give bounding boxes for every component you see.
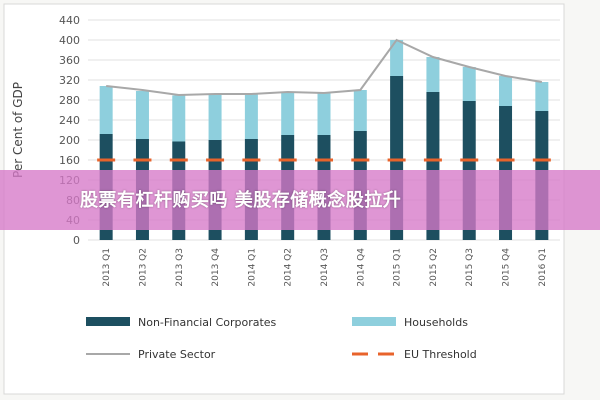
y-tick-label: 280 — [59, 94, 80, 107]
x-tick-label: 2013 Q2 — [138, 248, 148, 287]
legend-label: Households — [404, 316, 468, 329]
x-tick-label: 2014 Q1 — [247, 248, 257, 287]
legend-swatch — [352, 317, 396, 326]
legend-swatch — [86, 317, 130, 326]
y-tick-label: 160 — [59, 154, 80, 167]
bar-households — [244, 94, 258, 139]
bar-households — [499, 76, 513, 106]
legend: Non-Financial Corporates Households Privat… — [86, 316, 477, 361]
bars — [99, 40, 549, 240]
bar-households — [390, 40, 404, 76]
y-tick-label: 240 — [59, 114, 80, 127]
x-tick-label: 2013 Q3 — [175, 248, 185, 287]
bar-households — [281, 92, 295, 135]
x-tick-label: 2014 Q4 — [356, 248, 366, 287]
y-tick-label: 360 — [59, 54, 80, 67]
legend-label: Non-Financial Corporates — [138, 316, 277, 329]
x-axis-ticks: 2013 Q1 2013 Q2 2013 Q3 2013 Q4 2014 Q1 2014 … — [102, 248, 548, 287]
bar-households — [208, 94, 222, 140]
overlay-banner: 股票有杠杆购买吗 美股存储概念股拉升 — [0, 170, 600, 230]
x-tick-label: 2013 Q1 — [102, 248, 112, 287]
bar-households — [353, 90, 367, 131]
bar-households — [535, 82, 549, 111]
bar-households — [426, 57, 440, 92]
bar-households — [135, 91, 149, 139]
y-tick-label: 320 — [59, 74, 80, 87]
x-tick-label: 2015 Q1 — [393, 248, 403, 287]
bar-households — [317, 93, 331, 135]
y-axis-label: Per Cent of GDP — [11, 82, 25, 178]
x-tick-label: 2014 Q2 — [284, 248, 294, 287]
x-tick-label: 2013 Q4 — [211, 248, 221, 287]
y-tick-label: 200 — [59, 134, 80, 147]
private-sector-line — [106, 38, 543, 97]
series-lines — [97, 38, 551, 162]
bar-households — [172, 95, 186, 142]
y-tick-label: 0 — [73, 234, 80, 247]
y-tick-label: 400 — [59, 34, 80, 47]
x-tick-label: 2015 Q4 — [502, 248, 512, 287]
banner-text: 股票有杠杆购买吗 美股存储概念股拉升 — [80, 190, 402, 211]
bar-households — [99, 86, 113, 134]
x-tick-label: 2016 Q1 — [538, 248, 548, 287]
legend-label: Private Sector — [138, 348, 216, 361]
y-tick-label: 440 — [59, 14, 80, 27]
x-tick-label: 2014 Q3 — [320, 248, 330, 287]
bar-households — [462, 67, 476, 101]
x-tick-label: 2015 Q2 — [429, 248, 439, 287]
x-tick-label: 2015 Q3 — [465, 248, 475, 287]
legend-label: EU Threshold — [404, 348, 477, 361]
